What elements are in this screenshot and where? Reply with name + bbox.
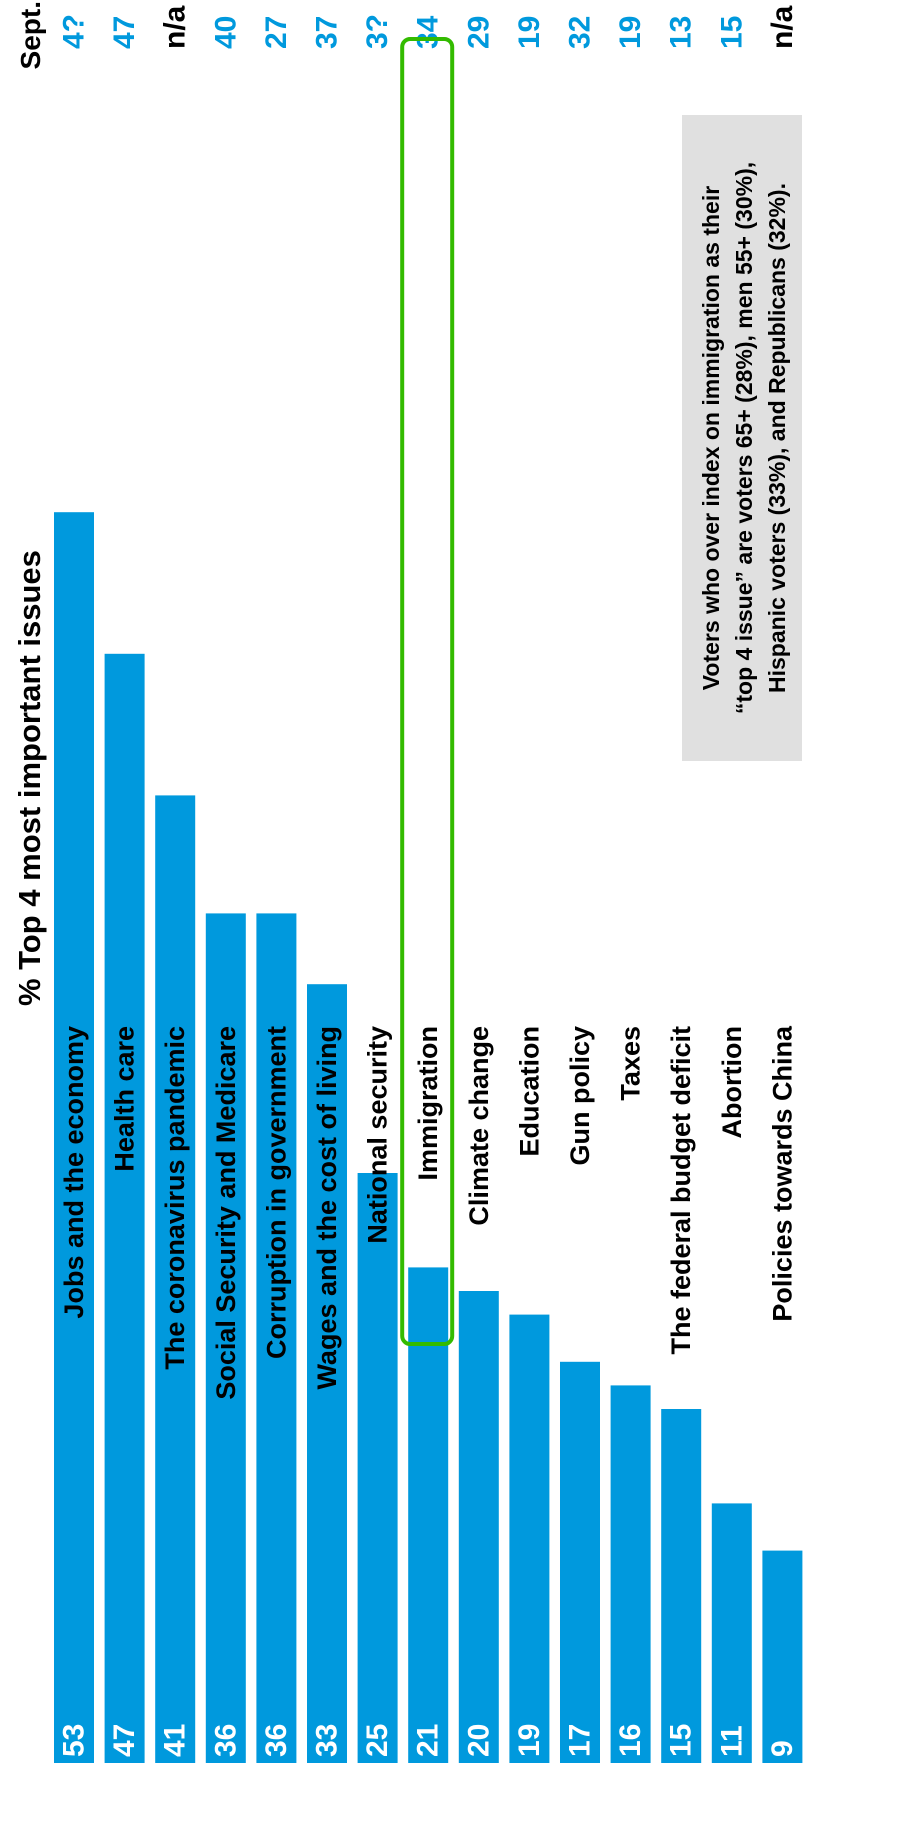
bar-education — [509, 1314, 550, 1763]
category-label: Abortion — [717, 1026, 747, 1138]
category-label: Corruption in government — [261, 1026, 291, 1359]
bar-value-label: 20 — [462, 1724, 495, 1757]
sept-value: 15 — [715, 16, 748, 49]
bar-climate-change — [458, 1291, 499, 1763]
bar-value-label: 47 — [108, 1724, 141, 1757]
bar-taxes — [610, 1385, 651, 1763]
sept-column-header: Sept. — [15, 1, 46, 69]
bar-immigration — [408, 1267, 449, 1763]
note-line: “top 4 issue” are voters 65+ (28%), men … — [731, 162, 757, 714]
category-label: The federal budget deficit — [666, 1026, 696, 1355]
category-label: The coronavirus pandemic — [160, 1026, 190, 1370]
bar-corruption-in-government — [256, 913, 297, 1763]
bar-value-label: 9 — [766, 1740, 799, 1757]
bar-gun-policy — [560, 1361, 600, 1763]
bar-value-label: 36 — [209, 1724, 242, 1757]
bar-jobs-and-the-economy — [54, 512, 94, 1763]
sept-value: 37 — [311, 16, 344, 49]
highlight-box — [400, 37, 455, 1346]
bar-the-coronavirus-pandemic — [155, 795, 196, 1763]
sept-value: 29 — [462, 16, 495, 49]
category-label: Gun policy — [565, 1026, 595, 1166]
callout-note: Voters who over index on immigration as … — [682, 115, 802, 761]
category-label: Jobs and the economy — [59, 1026, 89, 1319]
bar-social-security-and-medicare — [205, 913, 246, 1763]
sept-value: 40 — [209, 16, 242, 49]
bar-value-label: 36 — [260, 1724, 293, 1757]
bar-wages-and-the-cost-of-living — [307, 984, 347, 1763]
sept-value: 19 — [513, 16, 546, 49]
chart-title: % Top 4 most important issues — [12, 550, 47, 1006]
note-line: Hispanic voters (33%), and Republicans (… — [764, 183, 790, 693]
bar-value-label: 11 — [715, 1725, 748, 1757]
note-background — [682, 115, 802, 761]
bar-value-label: 41 — [159, 1724, 192, 1757]
bar-health-care — [104, 653, 145, 1763]
bar-value-label: 33 — [311, 1724, 344, 1757]
category-label: Education — [514, 1026, 544, 1157]
category-label: Social Security and Medicare — [211, 1026, 241, 1400]
category-label: National security — [363, 1026, 393, 1244]
bar-value-label: 19 — [513, 1724, 546, 1757]
sept-value: n/a — [159, 5, 192, 49]
category-label: Climate change — [464, 1026, 494, 1226]
note-line: Voters who over index on immigration as … — [698, 186, 724, 690]
sept-value: 27 — [260, 16, 293, 49]
bar-policies-towards-china — [762, 1550, 803, 1763]
bar-national-security — [357, 1173, 398, 1763]
bar-value-label: 17 — [564, 1724, 597, 1757]
bar-the-federal-budget-deficit — [661, 1409, 702, 1763]
bar-value-label: 16 — [614, 1724, 647, 1757]
sept-value: 3? — [361, 14, 394, 49]
bar-value-label: 21 — [412, 1724, 445, 1757]
category-label: Immigration — [413, 1026, 443, 1181]
sept-value: 32 — [564, 16, 597, 49]
sept-value: 34 — [412, 15, 445, 49]
bar-value-label: 53 — [58, 1724, 91, 1757]
sept-value: 19 — [614, 16, 647, 49]
bar-value-label: 15 — [665, 1724, 698, 1757]
sept-value: 13 — [665, 16, 698, 49]
category-label: Taxes — [616, 1026, 646, 1101]
category-label: Policies towards China — [767, 1025, 797, 1322]
bar-abortion — [711, 1503, 752, 1763]
bar-value-label: 25 — [361, 1724, 394, 1757]
category-label: Health care — [110, 1026, 140, 1172]
sept-value: n/a — [766, 5, 799, 49]
sept-value: 4? — [58, 14, 91, 49]
sept-value: 47 — [108, 16, 141, 49]
category-label: Wages and the cost of living — [312, 1026, 342, 1390]
bars-group: Jobs and the economy 53 4? Health care 47 47 T… — [54, 5, 803, 1763]
